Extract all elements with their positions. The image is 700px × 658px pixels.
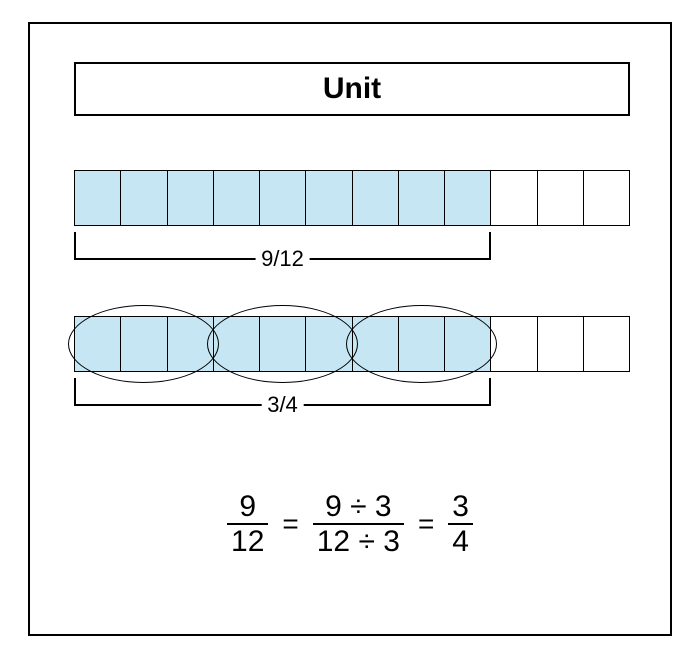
bar-cell	[214, 317, 260, 371]
bracket-3-4: 3/4	[74, 378, 491, 406]
bar-cell	[538, 171, 584, 225]
equals-sign: =	[282, 508, 298, 540]
bar-cell	[306, 317, 352, 371]
bar-cell	[399, 317, 445, 371]
fraction-bar-1	[74, 170, 630, 226]
unit-label: Unit	[323, 72, 381, 106]
bar-cell	[260, 171, 306, 225]
fraction-numerator: 3	[448, 490, 473, 523]
fraction-term: 34	[448, 490, 473, 558]
fraction-denominator: 4	[448, 525, 473, 558]
bar-cell	[214, 171, 260, 225]
bar-cell	[445, 317, 491, 371]
bar-cell	[491, 317, 537, 371]
bar-cell	[445, 171, 491, 225]
bar-cell	[399, 171, 445, 225]
fraction-numerator: 9 ÷ 3	[321, 490, 396, 523]
bar-cell	[491, 171, 537, 225]
bar-cell	[538, 317, 584, 371]
bar-cell	[168, 317, 214, 371]
bar-cell	[584, 171, 629, 225]
bracket-label-9-12: 9/12	[255, 246, 310, 272]
bar-cell	[75, 171, 121, 225]
fraction-denominator: 12 ÷ 3	[313, 525, 404, 558]
bar-cell	[353, 317, 399, 371]
diagram-canvas: Unit 9/12 3/4 912 = 9 ÷ 312 ÷ 3 = 34	[0, 0, 700, 658]
bar-cell	[121, 317, 167, 371]
fraction-bar-2	[74, 316, 630, 372]
bar-cell	[584, 317, 629, 371]
unit-box: Unit	[74, 62, 630, 116]
bar-cell	[75, 317, 121, 371]
equals-sign: =	[418, 508, 434, 540]
fraction-term: 9 ÷ 312 ÷ 3	[313, 490, 404, 558]
bar-cell	[260, 317, 306, 371]
bracket-9-12: 9/12	[74, 232, 491, 260]
fraction-numerator: 9	[235, 490, 260, 523]
bar-cell	[353, 171, 399, 225]
fraction-denominator: 12	[227, 525, 268, 558]
equation: 912 = 9 ÷ 312 ÷ 3 = 34	[219, 490, 481, 558]
fraction-term: 912	[227, 490, 268, 558]
bar-cell	[306, 171, 352, 225]
bar-cell	[121, 171, 167, 225]
bracket-label-3-4: 3/4	[261, 392, 304, 418]
bar-cell	[168, 171, 214, 225]
